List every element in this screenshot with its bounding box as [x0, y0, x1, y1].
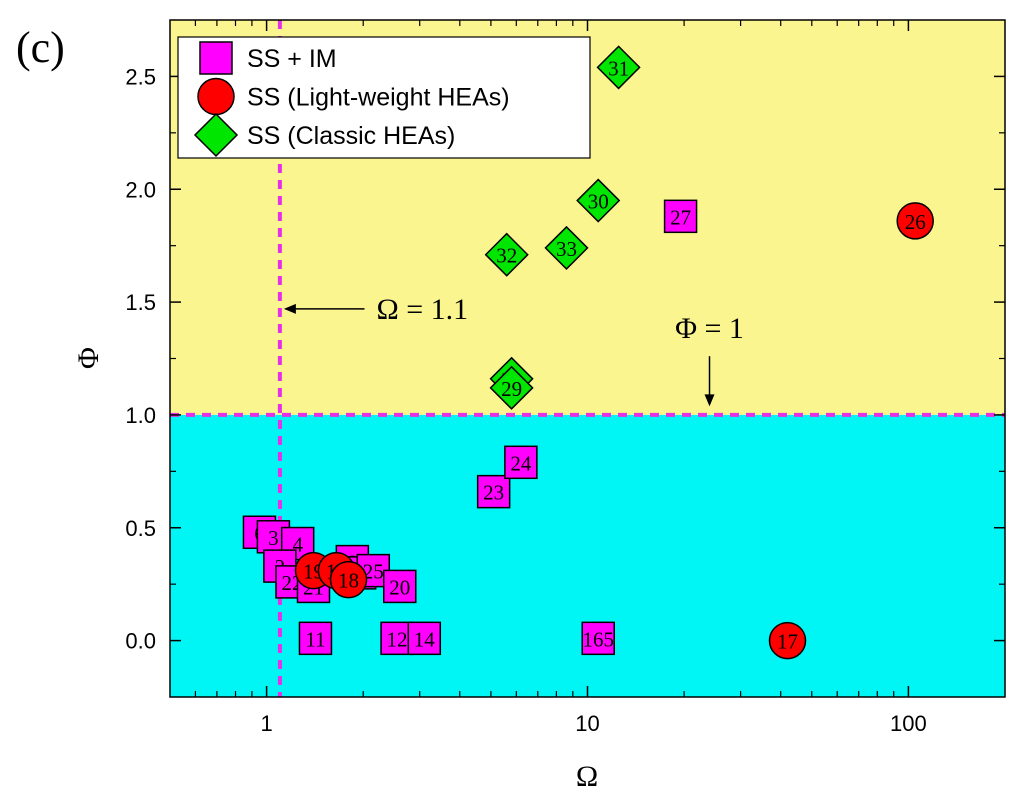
square-marker [663, 199, 698, 234]
y-tick-label: 0.5 [125, 516, 156, 541]
diamond-marker [596, 45, 641, 90]
diamond-marker [489, 365, 534, 410]
point-group: 20 [383, 569, 417, 604]
point-label: 12 [387, 627, 408, 651]
point-label: 33 [556, 237, 577, 261]
point-group: 23 [476, 474, 511, 509]
legend-label: SS + IM [247, 45, 337, 73]
legend-label: SS (Light-weight HEAs) [247, 84, 510, 112]
y-tick-label: 0.0 [125, 629, 156, 654]
point-label: 20 [389, 575, 410, 599]
point-label: 23 [483, 481, 504, 505]
annotations: Ω = 1.1 Φ = 1 [283, 293, 744, 407]
x-tick-label: 100 [890, 711, 927, 736]
legend-diamond-marker [193, 112, 239, 158]
y-axis-label: Φ [72, 347, 105, 369]
point-label: 14 [414, 627, 436, 651]
point-group: 31 [596, 45, 641, 90]
point-group: 29 [489, 365, 534, 410]
point-group: 24 [504, 445, 538, 480]
y-tick-label: 1.0 [125, 403, 156, 428]
point-group: 17 [768, 621, 807, 660]
diamond-marker [544, 225, 589, 270]
plot-frame [169, 19, 1006, 698]
point-group: 33 [544, 225, 589, 270]
point-group: 18 [329, 560, 368, 599]
x-axis-label: Ω [576, 760, 598, 793]
panel-label: (c) [16, 23, 65, 72]
point-group: 30 [576, 178, 621, 223]
annotation-arrowhead [704, 394, 715, 407]
x-tick-label: 10 [575, 711, 599, 736]
point-label: 4 [292, 533, 303, 557]
point-label: 18 [338, 569, 359, 593]
square-marker [504, 445, 538, 480]
point-label: 32 [496, 244, 517, 268]
point-group: 11 [298, 621, 333, 656]
square-marker [298, 621, 333, 656]
point-label: 24 [510, 451, 532, 475]
y-tick-label: 2.5 [125, 64, 156, 89]
point-group: 32 [484, 232, 529, 277]
square-marker [581, 621, 615, 656]
point-label: 17 [777, 630, 798, 654]
point-label: 3 [268, 526, 279, 550]
diamond-marker [484, 232, 529, 277]
circle-marker [329, 560, 368, 599]
point-label: 30 [588, 190, 609, 214]
point-label: 27 [670, 205, 691, 229]
square-marker [476, 474, 511, 509]
annotation-arrowhead [283, 303, 296, 314]
y-tick-label: 1.5 [125, 290, 156, 315]
circle-marker [896, 202, 934, 240]
legend-label: SS (Classic HEAs) [247, 122, 455, 150]
square-marker [407, 621, 442, 656]
legend-box [177, 36, 591, 159]
point-label: 29 [501, 377, 522, 401]
y-tick-label: 2.0 [125, 177, 156, 202]
point-group: 14 [407, 621, 442, 656]
legend: SS + IM SS (Light-weight HEAs) SS (Classic… [177, 36, 591, 159]
point-label: 25 [363, 560, 384, 584]
annotation-phi: Φ = 1 [675, 312, 744, 345]
point-group: 27 [663, 199, 698, 234]
diamond-marker [576, 178, 621, 223]
point-label: 31 [608, 56, 629, 80]
point-label: 11 [305, 627, 325, 651]
legend-circle-marker [197, 77, 235, 116]
x-tick-label: 1 [260, 711, 272, 736]
point-label: 26 [905, 210, 926, 234]
point-group: 26 [896, 202, 934, 240]
circle-marker [768, 621, 807, 660]
axes: 1 10 100 0.0 0.5 1.0 1.5 2.0 2.5 [125, 20, 1005, 736]
annotation-omega: Ω = 1.1 [376, 293, 468, 326]
data-points: 6342222189252011121416523242719151817263… [242, 45, 934, 660]
point-group: 165 [581, 621, 615, 656]
point-label: 165 [582, 627, 614, 651]
legend-square-marker [199, 41, 233, 75]
square-marker [383, 569, 417, 604]
